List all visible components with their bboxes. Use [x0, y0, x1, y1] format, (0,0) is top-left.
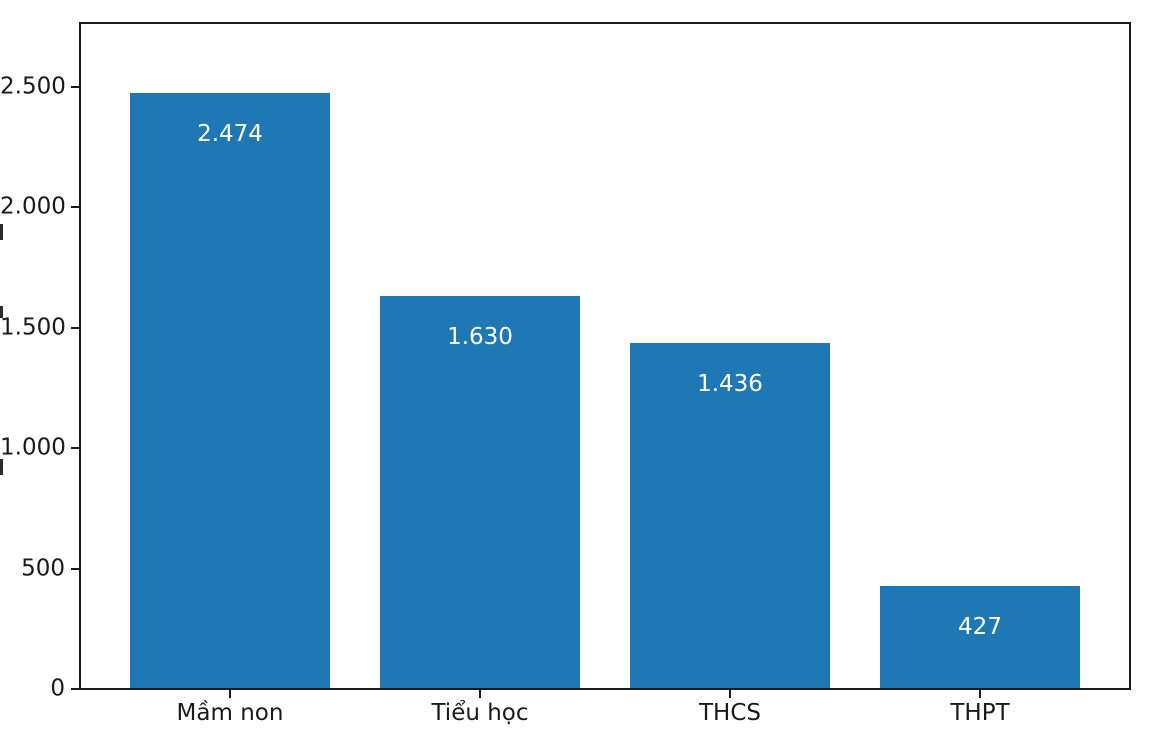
bar-Mầm non — [130, 93, 330, 689]
y-tick-mark — [71, 688, 79, 690]
bar-value-label: 427 — [958, 614, 1002, 640]
bar-value-label: 1.630 — [447, 324, 513, 350]
bar-Tiểu học — [380, 296, 580, 689]
y-tick-mark — [71, 447, 79, 449]
clipped-ylabel-fragment — [0, 306, 3, 318]
x-tick-mark — [479, 690, 481, 698]
y-tick-mark — [71, 206, 79, 208]
x-tick-label: Mầm non — [176, 700, 284, 726]
y-tick-label: 500 — [21, 555, 65, 582]
bar-THCS — [630, 343, 830, 689]
y-tick-label: 2.000 — [0, 193, 66, 220]
x-tick-label: Tiểu học — [431, 700, 529, 726]
clipped-ylabel-fragment — [0, 224, 3, 240]
bar-value-label: 1.436 — [697, 371, 763, 397]
y-tick-mark — [71, 568, 79, 570]
x-tick-label: THCS — [698, 700, 762, 726]
y-tick-mark — [71, 327, 79, 329]
clipped-ylabel-fragment — [0, 459, 3, 475]
y-tick-label: 1.500 — [0, 314, 66, 341]
x-tick-mark — [979, 690, 981, 698]
y-tick-label: 0 — [50, 675, 65, 702]
y-tick-mark — [71, 86, 79, 88]
bar-THPT — [880, 586, 1080, 689]
y-tick-label: 2.500 — [0, 73, 66, 100]
x-tick-mark — [229, 690, 231, 698]
bar-value-label: 2.474 — [197, 121, 263, 147]
x-tick-mark — [729, 690, 731, 698]
x-tick-label: THPT — [950, 700, 1010, 726]
y-tick-label: 1.000 — [0, 434, 66, 461]
